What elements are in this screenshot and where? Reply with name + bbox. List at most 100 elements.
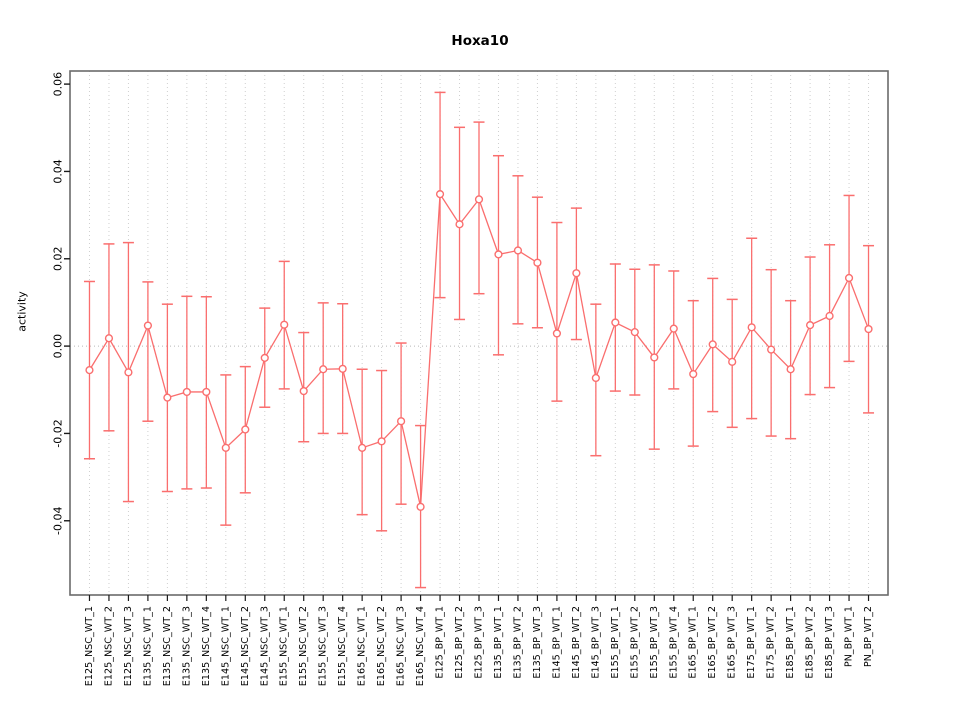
x-tick-label: E155_BP_WT_1 xyxy=(610,606,621,679)
x-tick-label: E155_NSC_WT_2 xyxy=(298,606,309,686)
data-point xyxy=(124,368,133,377)
data-point xyxy=(182,387,191,397)
data-point xyxy=(805,321,815,330)
data-point xyxy=(202,387,211,397)
x-tick-label: E165_BP_WT_2 xyxy=(707,606,718,679)
x-tick-label: E145_NSC_WT_3 xyxy=(259,606,270,686)
x-tick-label: E155_BP_WT_2 xyxy=(629,606,640,679)
data-point xyxy=(650,353,659,362)
x-tick-label: E135_NSC_WT_1 xyxy=(142,606,153,686)
y-tick-label: -0.04 xyxy=(52,507,65,535)
data-point xyxy=(163,393,172,402)
x-tick-label: E135_BP_WT_3 xyxy=(532,606,543,679)
data-point xyxy=(358,443,367,452)
error-bar xyxy=(142,281,154,422)
y-tick-label: -0.02 xyxy=(52,419,65,447)
data-point xyxy=(572,269,581,278)
data-point xyxy=(299,386,308,396)
data-point xyxy=(611,318,620,327)
data-point xyxy=(689,369,698,379)
data-point xyxy=(513,246,523,255)
x-tick-label: E135_NSC_WT_2 xyxy=(162,606,173,686)
x-tick-label: E125_NSC_WT_2 xyxy=(103,606,114,686)
data-point xyxy=(416,502,425,511)
x-tick-label: E185_BP_WT_1 xyxy=(785,606,796,679)
data-point xyxy=(338,364,347,373)
data-points-group xyxy=(85,190,873,511)
data-point xyxy=(552,329,562,338)
x-tick-label: E155_BP_WT_4 xyxy=(668,606,679,679)
x-tick-label: E165_NSC_WT_4 xyxy=(415,606,426,686)
x-tick-label: E145_BP_WT_3 xyxy=(590,606,601,679)
y-tick-label: 0.02 xyxy=(52,247,65,272)
error-bar xyxy=(376,369,388,532)
data-point xyxy=(104,334,114,343)
y-axis: -0.04 -0.02 0.00 0.02 0.04 0.06 xyxy=(52,72,70,535)
data-point xyxy=(669,324,678,333)
x-tick-label: E175_BP_WT_1 xyxy=(746,606,757,679)
data-point xyxy=(260,353,269,362)
x-tick-label: E165_BP_WT_1 xyxy=(688,606,699,679)
data-point xyxy=(280,320,289,329)
y-tick-label: 0.00 xyxy=(52,334,65,359)
data-point xyxy=(728,357,737,366)
y-tick-label: 0.04 xyxy=(52,159,65,184)
x-tick-label: E165_BP_WT_3 xyxy=(727,606,738,679)
x-tick-label: E125_BP_WT_2 xyxy=(454,606,465,679)
x-tick-label: E145_NSC_WT_1 xyxy=(220,606,231,686)
x-tick-label: E135_NSC_WT_4 xyxy=(201,606,212,686)
data-point xyxy=(533,258,542,267)
x-tick-label: E135_BP_WT_2 xyxy=(512,606,523,679)
x-tick-label: E135_BP_WT_1 xyxy=(493,606,504,679)
data-point xyxy=(319,365,328,374)
data-point xyxy=(767,345,776,354)
x-tick-label: E145_BP_WT_2 xyxy=(571,606,582,679)
x-tick-label: E125_NSC_WT_3 xyxy=(123,606,134,686)
x-tick-label: E185_BP_WT_2 xyxy=(805,606,816,679)
error-bar xyxy=(473,121,485,295)
x-tick-label: E125_BP_WT_3 xyxy=(474,606,485,679)
x-tick-label: E165_NSC_WT_1 xyxy=(357,606,368,686)
data-point xyxy=(825,311,834,321)
data-point xyxy=(864,324,873,334)
data-point xyxy=(630,328,639,337)
data-point xyxy=(143,321,153,330)
x-tick-label: E155_NSC_WT_3 xyxy=(318,606,329,686)
data-point xyxy=(591,373,600,383)
page-title: Hoxa10 xyxy=(451,33,509,49)
x-tick-label: E165_NSC_WT_3 xyxy=(396,606,407,686)
data-point xyxy=(435,190,445,199)
data-point xyxy=(396,417,406,426)
data-point xyxy=(708,340,717,349)
x-tick-label: E155_BP_WT_3 xyxy=(649,606,660,679)
error-bar xyxy=(551,221,563,402)
data-point xyxy=(474,195,484,204)
x-tick-label: E125_BP_WT_1 xyxy=(435,606,446,679)
x-tick-label: PN_BP_WT_2 xyxy=(863,606,874,667)
data-point xyxy=(786,365,795,374)
data-point xyxy=(494,250,503,259)
error-bar xyxy=(609,263,621,392)
data-point xyxy=(241,425,250,434)
x-tick-label: E155_NSC_WT_1 xyxy=(279,606,290,686)
x-tick-label: E145_BP_WT_1 xyxy=(551,606,562,679)
x-tick-label: E185_BP_WT_3 xyxy=(824,606,835,679)
x-tick-label: E165_NSC_WT_2 xyxy=(376,606,387,686)
error-bar xyxy=(356,368,368,516)
x-axis: E125_NSC_WT_1 E125_NSC_WT_2 E125_NSC_WT_3 E… xyxy=(84,595,874,686)
gridlines-group xyxy=(88,71,870,595)
x-tick-label: E155_NSC_WT_4 xyxy=(337,606,348,686)
data-point xyxy=(221,443,230,452)
data-point xyxy=(747,323,756,332)
x-tick-label: E135_NSC_WT_3 xyxy=(181,606,192,686)
data-point xyxy=(85,366,94,375)
x-tick-label: E145_NSC_WT_2 xyxy=(240,606,251,686)
x-tick-label: E125_NSC_WT_1 xyxy=(84,606,95,686)
data-point xyxy=(455,220,464,229)
data-point xyxy=(844,273,854,283)
y-tick-label: 0.06 xyxy=(52,72,65,97)
data-point xyxy=(377,437,386,446)
x-tick-label: PN_BP_WT_1 xyxy=(844,606,855,667)
